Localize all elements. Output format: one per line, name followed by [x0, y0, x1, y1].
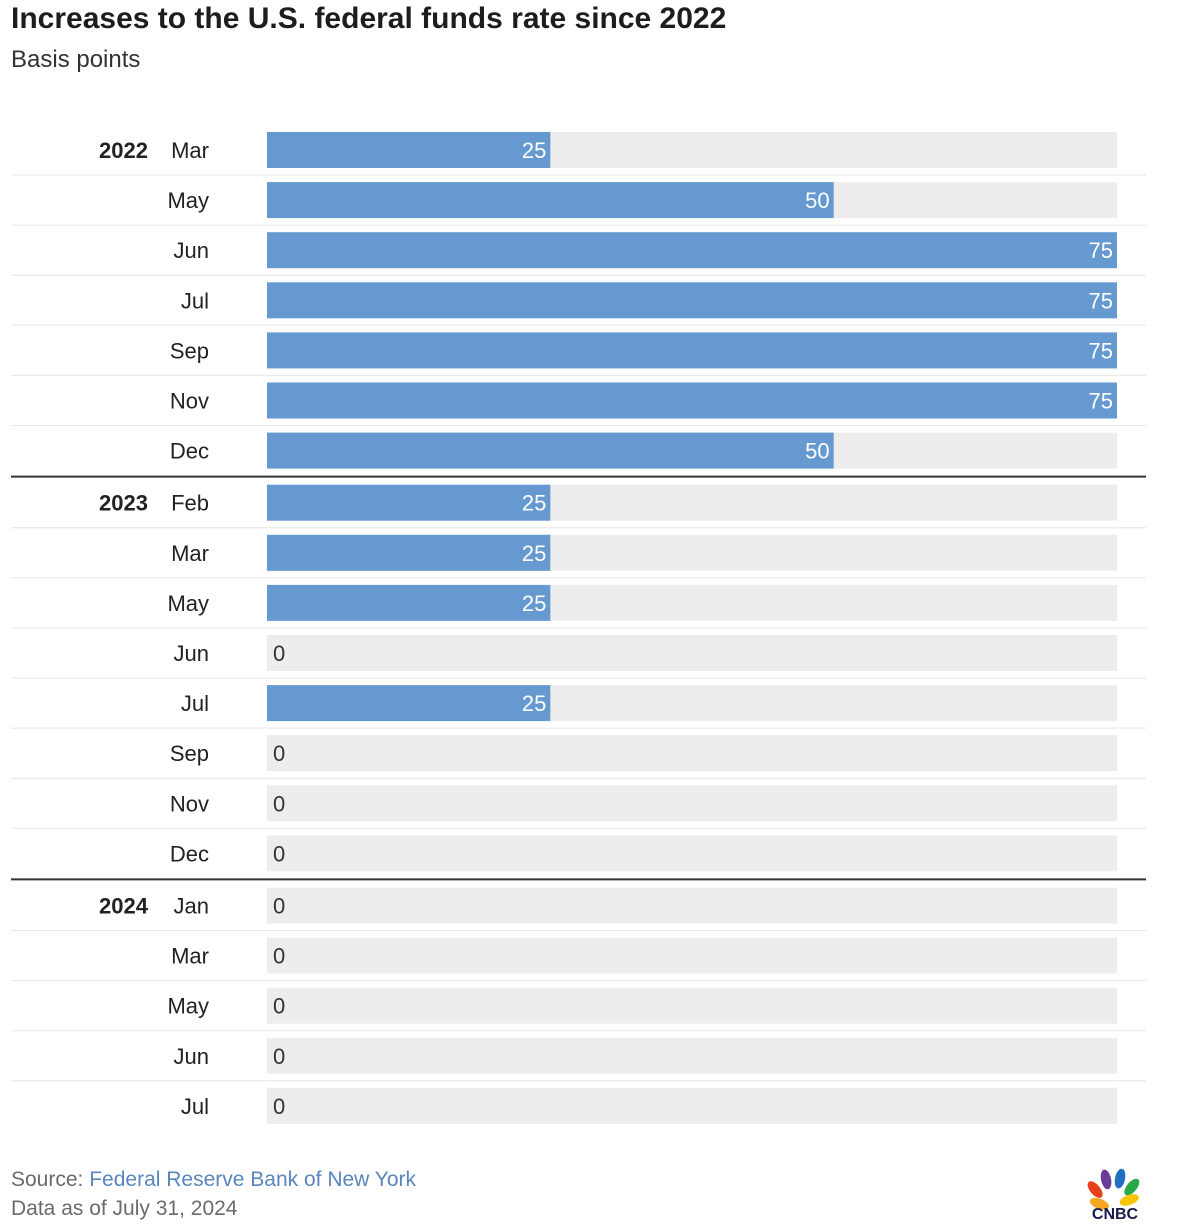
month-label: Jun: [174, 238, 209, 263]
cnbc-logo: CNBC: [1087, 1168, 1140, 1222]
bar-track: [267, 785, 1117, 822]
source-label: Source:: [11, 1168, 90, 1191]
bar-2023-feb[interactable]: [267, 484, 551, 521]
bar-value-label: 25: [522, 138, 546, 163]
bar-2022-nov[interactable]: [267, 382, 1117, 419]
bar-value-label: 75: [1089, 238, 1113, 263]
bar-2022-may[interactable]: [267, 182, 834, 219]
bar-value-label: 25: [522, 691, 546, 716]
bar-value-label: 50: [805, 439, 829, 464]
source-link[interactable]: Federal Reserve Bank of New York: [89, 1168, 417, 1191]
month-label: Jul: [181, 1094, 209, 1119]
bar-2023-mar[interactable]: [267, 534, 551, 571]
bar-track: [267, 1037, 1117, 1074]
bar-value-label: 25: [522, 591, 546, 616]
month-label: May: [167, 994, 209, 1019]
month-label: Sep: [170, 741, 209, 766]
year-label-2024: 2024: [99, 894, 149, 919]
year-label-2022: 2022: [99, 138, 148, 163]
bar-value-label: 0: [273, 994, 285, 1019]
month-label: May: [167, 188, 209, 213]
bar-track: [267, 1087, 1117, 1124]
bar-track: [267, 835, 1117, 872]
logo-text: CNBC: [1092, 1206, 1139, 1222]
bar-value-label: 50: [805, 188, 829, 213]
month-label: Jul: [181, 691, 209, 716]
bar-chart: 25 Mar 2022 50 May 75 Jun 75 Jul 75 Sep 75 Nov 50 Dec 2…: [11, 132, 1146, 1124]
chart-title: Increases to the U.S. federal funds rate…: [11, 2, 727, 35]
bar-2022-dec[interactable]: [267, 432, 834, 469]
bar-value-label: 25: [522, 491, 546, 516]
month-label: Dec: [170, 439, 209, 464]
month-label: May: [167, 591, 209, 616]
month-label: Mar: [171, 138, 209, 163]
bar-track: [267, 937, 1117, 974]
bar-value-label: 0: [273, 741, 285, 766]
peacock-icon: [1087, 1168, 1140, 1210]
bar-track: [267, 887, 1117, 924]
month-label: Dec: [170, 841, 209, 866]
month-label: Jul: [181, 288, 209, 313]
bar-value-label: 75: [1089, 389, 1113, 414]
bar-2022-sep[interactable]: [267, 332, 1117, 369]
bar-2023-jul[interactable]: [267, 685, 551, 722]
bar-track: [267, 987, 1117, 1024]
bar-value-label: 0: [273, 894, 285, 919]
bar-track: [267, 735, 1117, 772]
source-line: Source: Federal Reserve Bank of New York: [11, 1168, 416, 1192]
month-label: Jan: [174, 894, 209, 919]
bar-value-label: 75: [1089, 338, 1113, 363]
month-label: Jun: [174, 641, 209, 666]
month-label: Nov: [170, 389, 209, 414]
bar-value-label: 0: [273, 641, 285, 666]
month-label: Jun: [174, 1044, 209, 1069]
month-label: Feb: [171, 491, 209, 516]
bar-value-label: 0: [273, 1044, 285, 1069]
bar-2022-jun[interactable]: [267, 232, 1117, 269]
month-label: Sep: [170, 338, 209, 363]
bar-value-label: 25: [522, 541, 546, 566]
bar-track: [267, 635, 1117, 671]
bar-2022-mar[interactable]: [267, 132, 551, 168]
bar-2023-may[interactable]: [267, 584, 551, 621]
bar-2022-jul[interactable]: [267, 282, 1117, 319]
bar-value-label: 75: [1089, 288, 1113, 313]
year-label-2023: 2023: [99, 491, 148, 516]
month-label: Mar: [171, 541, 209, 566]
bar-value-label: 0: [273, 1094, 285, 1119]
bar-value-label: 0: [273, 944, 285, 969]
month-label: Mar: [171, 944, 209, 969]
month-label: Nov: [170, 791, 209, 816]
bar-value-label: 0: [273, 791, 285, 816]
data-as-of: Data as of July 31, 2024: [11, 1197, 238, 1220]
bar-value-label: 0: [273, 841, 285, 866]
chart-subtitle: Basis points: [11, 46, 141, 73]
